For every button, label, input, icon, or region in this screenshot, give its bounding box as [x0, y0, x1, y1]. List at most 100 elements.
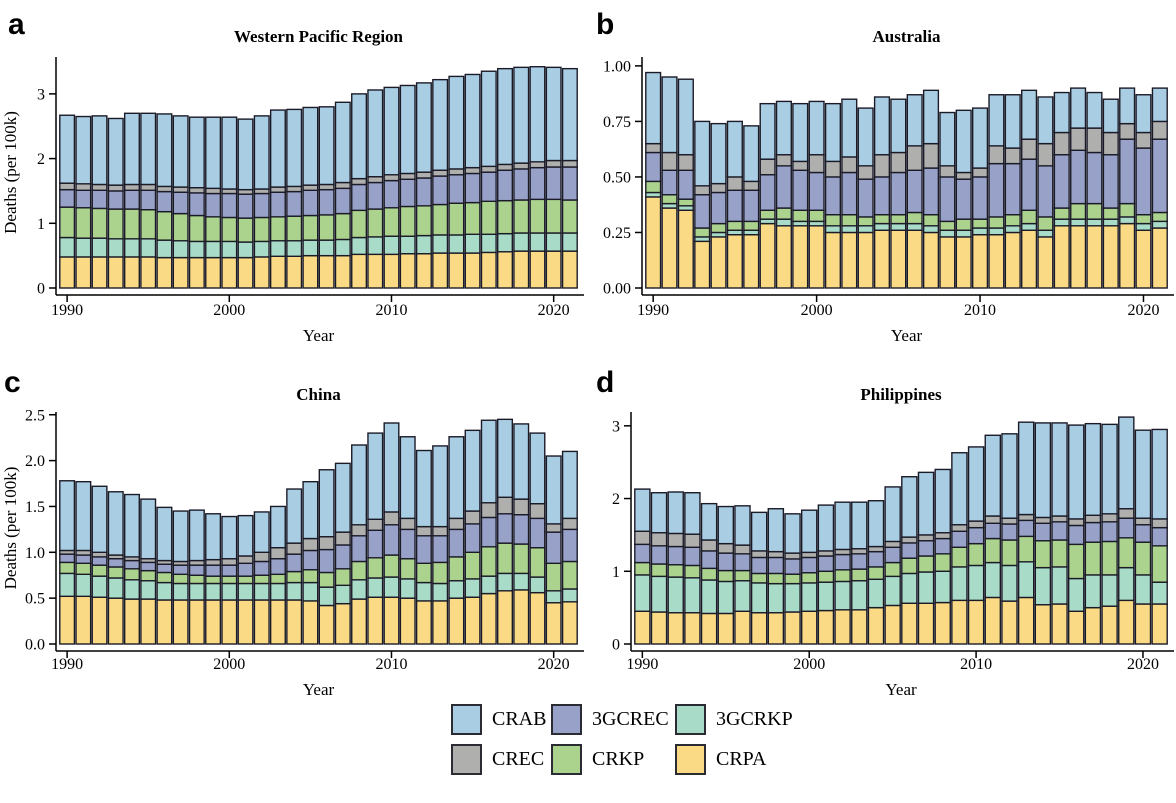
bar-segment-CRPA [834, 609, 851, 645]
bar-segment-CRKP [205, 216, 222, 243]
bar-segment-CRKP [286, 570, 303, 584]
bar-segment-CREC [759, 158, 776, 176]
bar-segment-3GCREC [480, 516, 497, 548]
bar-segment-CREC [767, 550, 785, 559]
bar-segment-CREC [851, 548, 868, 555]
bar-segment-CRKP [1134, 541, 1152, 576]
bar-segment-CRPA [529, 591, 546, 645]
bar-segment-3GCREC [743, 189, 760, 223]
panel-title: Philippines [860, 385, 942, 404]
bar-segment-CRKP [1067, 543, 1085, 580]
bar-segment-3GCRKP [750, 582, 768, 614]
bar-segment-3GCREC [1070, 149, 1087, 205]
bar-segment-CRAB [1051, 422, 1068, 517]
bar-segment-CRPA [1053, 225, 1070, 289]
bar-segment-CRAB [269, 109, 286, 188]
bar-segment-3GCRKP [901, 572, 918, 604]
bar-segment-3GCREC [188, 192, 205, 217]
bar-segment-CREC [1070, 127, 1087, 151]
bar-segment-CRKP [107, 208, 124, 240]
bar-segment-3GCREC [988, 162, 1005, 218]
bar-segment-3GCRKP [399, 578, 416, 599]
bar-segment-3GCRKP [717, 580, 735, 615]
y-tick-label: 0 [37, 281, 45, 298]
bar-segment-CRPA [710, 236, 727, 289]
axes [624, 412, 1174, 658]
bar-segment-3GCRKP [107, 238, 124, 258]
bar-segment-CREC [529, 502, 546, 520]
bar-segment-CRAB [269, 505, 286, 549]
bar-segment-CREC [1051, 515, 1068, 523]
bar-segment-CRKP [901, 557, 918, 575]
bar-segment-3GCRKP [545, 590, 562, 604]
bar-segment-CREC [645, 142, 662, 154]
bar-segment-CREC [1102, 131, 1119, 156]
bar-segment-3GCRKP [432, 582, 449, 602]
bar-segment-CREC [367, 176, 384, 184]
bar-segment-CRPA [939, 236, 956, 289]
y-tick-label: 1.00 [603, 58, 631, 75]
bar-segment-3GCRKP [951, 566, 968, 602]
bar-segment-3GCREC [717, 552, 735, 572]
bar-segment-3GCRKP [971, 227, 989, 236]
bar-segment-3GCREC [667, 545, 684, 566]
bar-segment-3GCRKP [172, 240, 189, 259]
bar-segment-CREC [684, 533, 701, 548]
bar-segment-3GCREC [205, 192, 222, 218]
bar-segment-CRAB [1021, 89, 1038, 140]
bar-segment-CRAB [188, 116, 205, 189]
panel-australia: b Australia 0.00 0.25 0.50 0.75 1.00 1990 2000… [596, 8, 1174, 345]
panel-title: Western Pacific Region [234, 27, 404, 46]
y-tick-label: 0.5 [25, 591, 45, 608]
bar-segment-CREC [269, 547, 286, 560]
bar-segment-3GCRKP [906, 222, 923, 231]
bar-segment-3GCREC [464, 172, 481, 204]
bar-segment-CRKP [302, 569, 319, 584]
bar-segment-CRAB [432, 78, 449, 171]
bar-segment-3GCRKP [367, 236, 384, 256]
bar-segment-CRPA [415, 600, 432, 645]
bar-segment-CRPA [767, 612, 785, 645]
bar-segment-3GCRKP [59, 236, 76, 258]
bar-segment-3GCREC [759, 174, 776, 211]
bar-segment-CRPA [955, 236, 972, 289]
bar-segment-CREC [951, 524, 968, 532]
bar-segment-CRPA [513, 589, 530, 645]
bar-segment-CRKP [955, 218, 972, 231]
bar-segment-CRKP [726, 220, 743, 231]
legend-swatch-3GCRKP [675, 704, 706, 735]
bar-segment-CRKP [890, 213, 907, 225]
bar-segment-CRAB [205, 513, 222, 561]
bar-segment-CRKP [253, 574, 270, 585]
bar-segment-3GCREC [367, 529, 384, 559]
bar-segment-CRPA [448, 597, 465, 645]
bar-segment-CRPA [726, 233, 743, 289]
bar-segment-CRPA [497, 590, 514, 645]
bar-segment-CRPA [988, 233, 1005, 289]
bar-segment-CREC [808, 154, 825, 174]
bar-segment-CRPA [873, 229, 891, 289]
bar-segment-CRAB [1086, 91, 1103, 129]
x-axis-label: Year [891, 326, 923, 345]
x-tick-label: 2010 [964, 302, 996, 319]
bar-segment-CREC [464, 166, 481, 175]
bar-segment-CRAB [988, 94, 1005, 147]
bar-segment-CRAB [700, 502, 718, 541]
bar-segment-CRAB [984, 434, 1002, 517]
bar-segment-CRPA [1118, 599, 1135, 645]
bar-segment-3GCRKP [1101, 574, 1118, 607]
bar-segment-CRPA [205, 256, 222, 289]
bar-segment-3GCREC [726, 189, 743, 223]
bar-segment-3GCREC [334, 187, 351, 215]
bar-segment-CRAB [448, 75, 465, 170]
bar-segment-CRKP [561, 560, 578, 590]
x-tick-label: 2020 [538, 656, 570, 673]
bar-segment-CRKP [91, 564, 108, 577]
bar-segment-CRAB [857, 107, 874, 167]
bar-segment-3GCREC [432, 535, 449, 564]
bar-segment-3GCRKP [480, 575, 497, 595]
bar-segment-CRAB [91, 115, 108, 186]
bar-segment-3GCREC [513, 168, 530, 201]
bar-segment-CRAB [318, 469, 335, 538]
legend-label: 3GCRKP [716, 708, 793, 730]
